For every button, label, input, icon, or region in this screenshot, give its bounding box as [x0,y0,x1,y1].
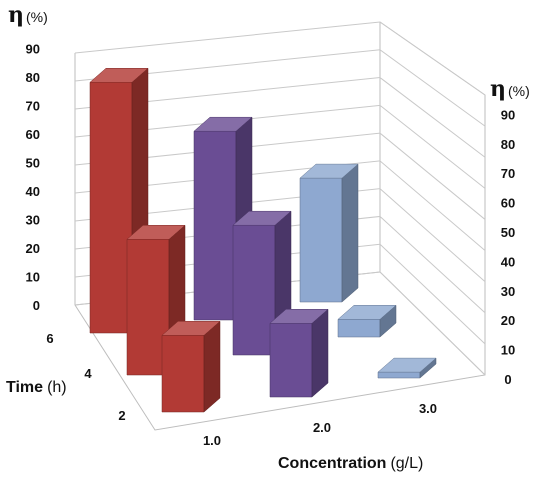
left-tick-label: 90 [26,42,40,57]
bar-front-face [193,130,237,321]
left-tick-label: 80 [26,70,40,85]
gridline [74,188,486,283]
bar-top-face [377,357,437,373]
right-tick-label: 20 [501,313,515,328]
left-tick-label: 60 [26,127,40,142]
bar-side-face [203,320,221,413]
bar-3.0-6h [299,163,359,303]
gridline [74,132,486,220]
bar-front-face [337,319,381,338]
right-tick-label: 0 [504,372,511,387]
right-tick-label: 90 [501,107,515,122]
bar-3.0-2h [377,357,437,379]
time-axis-label: Time (h) [6,379,67,396]
left-tick-label: 40 [26,184,40,199]
bar-front-face [377,371,421,379]
bar-1.0-2h [161,320,221,413]
gridline [74,77,486,158]
concentration-tick-label: 2.0 [313,420,331,435]
left-tick-labels: 0 10 20 30 40 50 60 70 80 90 [26,42,40,314]
left-tick-label: 10 [26,270,40,285]
right-axis-title: η (%) [490,76,530,102]
left-axis-title: η (%) [8,2,48,28]
time-tick-label: 4 [84,366,92,381]
bar-top-face [269,309,329,324]
left-tick-label: 20 [26,241,40,256]
gridline [74,21,486,96]
right-tick-label: 60 [501,196,515,211]
concentration-tick-labels: 1.0 2.0 3.0 [203,401,437,448]
gridline [74,49,486,127]
bar-side-face [311,308,329,398]
right-tick-label: 10 [501,343,515,358]
concentration-tick-label: 3.0 [419,401,437,416]
left-tick-label: 50 [26,156,40,171]
bar-front-face [232,224,276,356]
right-tick-label: 50 [501,225,515,240]
bar-top-face [337,305,397,320]
bar-front-face [161,335,205,413]
time-tick-label: 6 [46,331,53,346]
bar-front-face [269,323,313,398]
concentration-axis-label: Concentration (g/L) [278,455,423,472]
concentration-tick-label: 1.0 [203,433,221,448]
left-tick-label: 30 [26,213,40,228]
bar-top-face [126,225,186,240]
time-tick-label: 2 [118,408,125,423]
right-tick-label: 30 [501,284,515,299]
time-tick-labels: 6 4 2 [46,331,125,423]
bar-top-face [161,321,221,336]
bar-top-face [89,68,149,83]
right-tick-labels: 0 10 20 30 40 50 60 70 80 90 [501,107,515,387]
bars-group [89,67,437,413]
bar-top-face [299,163,359,179]
bar-front-face [89,82,133,334]
bar-2.0-2h [269,308,329,398]
left-tick-label: 0 [33,298,40,313]
gridline [74,160,486,251]
right-tick-label: 40 [501,254,515,269]
left-tick-label: 70 [26,99,40,114]
gridline [74,104,486,189]
bar-top-face [232,210,292,226]
right-tick-label: 70 [501,166,515,181]
bar-side-face [341,163,359,303]
bar-top-face [193,116,253,132]
bar-3.0-4h [337,304,397,338]
right-tick-label: 80 [501,137,515,152]
bar-front-face [299,177,343,303]
